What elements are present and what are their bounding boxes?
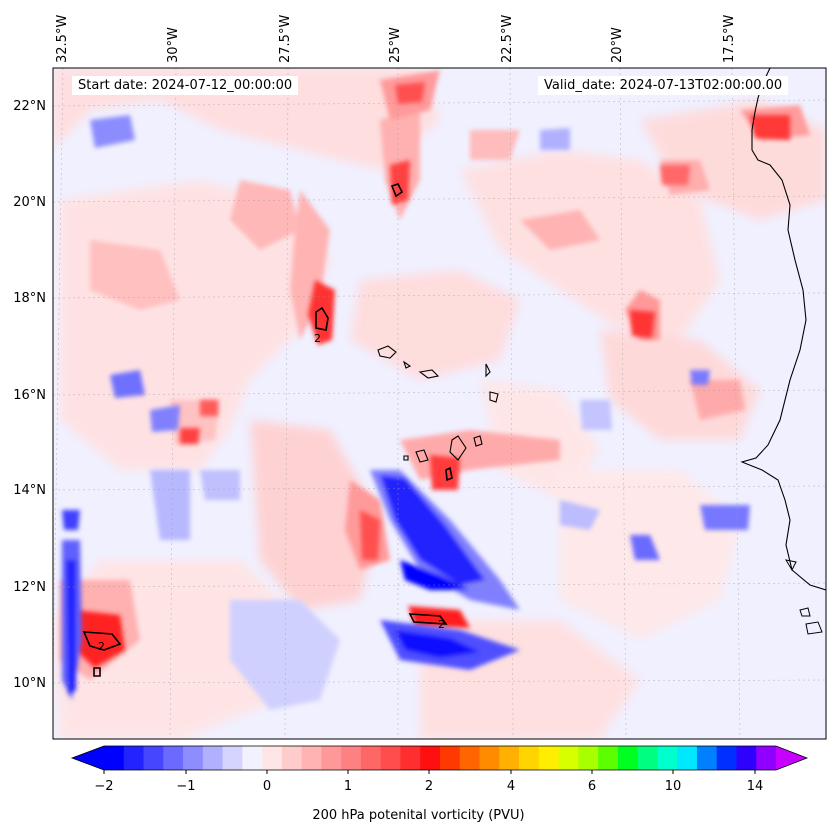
contour-label: 2 bbox=[314, 332, 321, 345]
latitude-tick-label: 10°N bbox=[13, 676, 46, 691]
colorbar-label: 200 hPa potenital vorticity (PVU) bbox=[312, 808, 525, 823]
colorbar-segment bbox=[696, 746, 718, 770]
contour-label: 2 bbox=[438, 618, 445, 631]
colorbar-segment bbox=[123, 746, 145, 770]
colorbar-segment bbox=[104, 746, 125, 770]
longitude-tick-label: 20°W bbox=[610, 27, 625, 63]
colorbar-segment bbox=[163, 746, 184, 770]
contour-label: 2 bbox=[98, 640, 105, 653]
colorbar-segment bbox=[519, 746, 540, 770]
latitude-tick-label: 22°N bbox=[13, 99, 46, 114]
colorbar-segment bbox=[321, 746, 342, 770]
colorbar-segment bbox=[657, 746, 678, 770]
pv-field-negative bbox=[62, 115, 750, 710]
colorbar-segment bbox=[558, 746, 579, 770]
longitude-tick-label: 32.5°W bbox=[55, 14, 70, 63]
africa-coastline bbox=[740, 68, 826, 591]
colorbar-tick-label: 4 bbox=[506, 779, 516, 794]
colorbar-segment bbox=[143, 746, 164, 770]
longitude-tick-label: 22.5°W bbox=[500, 14, 515, 63]
colorbar-segment bbox=[202, 746, 224, 770]
colorbar-segment bbox=[242, 746, 263, 770]
colorbar-segment bbox=[598, 746, 619, 770]
guinea-bissau-islands bbox=[784, 559, 823, 635]
colorbar-segment bbox=[222, 746, 243, 770]
colorbar-segment bbox=[400, 746, 421, 770]
colorbar-segment bbox=[617, 746, 639, 770]
colorbar-segment bbox=[440, 746, 461, 770]
colorbar-segment bbox=[341, 746, 362, 770]
map-panel: 2 2 2 bbox=[53, 68, 826, 739]
colorbar-segment bbox=[262, 746, 283, 770]
map-frame bbox=[52, 67, 827, 740]
colorbar-segment bbox=[736, 746, 757, 770]
colorbar-segment bbox=[479, 746, 500, 770]
colorbar-segment bbox=[499, 746, 520, 770]
colorbar-segment bbox=[301, 746, 322, 770]
colorbar-tick-label: 14 bbox=[746, 779, 764, 794]
colorbar-tick-label: 2 bbox=[424, 779, 434, 794]
colorbar-extend-low bbox=[72, 746, 104, 770]
pv2-contours bbox=[82, 183, 453, 677]
latitude-tick-label: 20°N bbox=[13, 195, 46, 210]
longitude-tick-label: 30°W bbox=[166, 27, 181, 63]
latitude-tick-label: 12°N bbox=[13, 580, 46, 595]
colorbar-segment bbox=[756, 746, 777, 770]
longitude-tick-label: 17.5°W bbox=[722, 14, 737, 63]
colorbar-segment bbox=[380, 746, 401, 770]
latitude-tick-label: 18°N bbox=[13, 291, 46, 306]
longitude-tick-label: 25°W bbox=[388, 27, 403, 63]
colorbar-segment bbox=[183, 746, 204, 770]
latitude-tick-label: 16°N bbox=[13, 388, 46, 403]
colorbar-segment bbox=[637, 746, 658, 770]
colorbar-segment bbox=[360, 746, 382, 770]
colorbar-extend-high bbox=[776, 746, 807, 770]
colorbar-tick-label: −1 bbox=[176, 779, 196, 794]
cape-verde-islands bbox=[377, 345, 499, 463]
colorbar-segment bbox=[281, 746, 303, 770]
colorbar-tick-label: −2 bbox=[94, 779, 114, 794]
valid-date-label: Valid_date: 2024-07-13T02:00:00.00 bbox=[538, 76, 789, 95]
longitude-tick-label: 27.5°W bbox=[278, 14, 293, 63]
colorbar bbox=[70, 745, 809, 774]
colorbar-tick-label: 10 bbox=[664, 779, 682, 794]
graticule bbox=[53, 68, 826, 739]
colorbar-segment bbox=[420, 746, 441, 770]
start-date-label: Start date: 2024-07-12_00:00:00 bbox=[72, 76, 299, 95]
colorbar-tick-label: 0 bbox=[262, 779, 272, 794]
colorbar-segment bbox=[459, 746, 481, 770]
colorbar-segment bbox=[538, 746, 560, 770]
colorbar-segment bbox=[677, 746, 698, 770]
colorbar-segment bbox=[578, 746, 599, 770]
latitude-tick-label: 14°N bbox=[13, 483, 46, 498]
colorbar-tick-label: 6 bbox=[587, 779, 597, 794]
colorbar-tick-label: 1 bbox=[343, 779, 353, 794]
colorbar-segment bbox=[716, 746, 737, 770]
